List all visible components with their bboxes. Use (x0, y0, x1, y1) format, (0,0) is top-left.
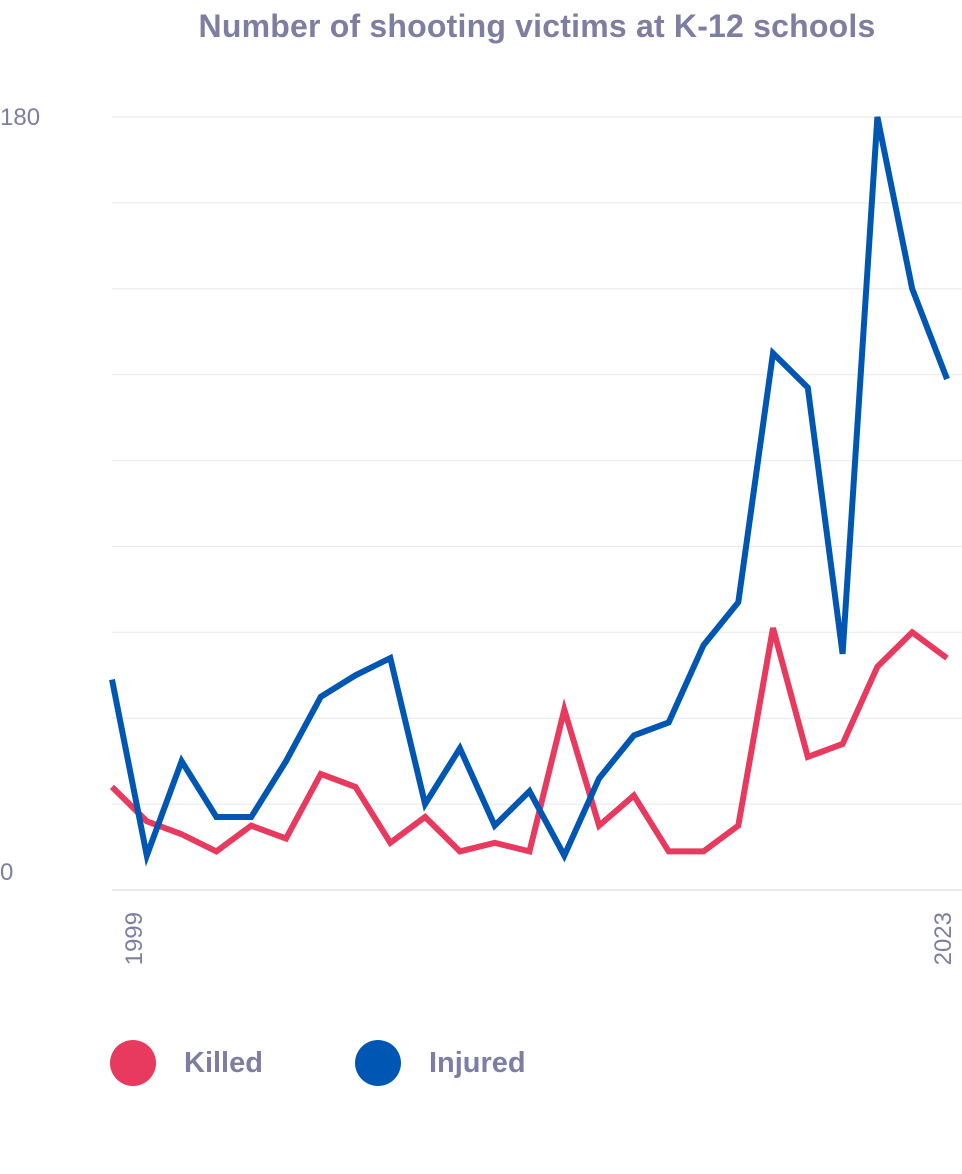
data-point-injured (735, 599, 741, 605)
series-layer (109, 114, 950, 867)
data-point-killed (874, 664, 880, 670)
data-point-killed (527, 848, 533, 854)
y-tick-label: 180 (0, 104, 40, 131)
data-point-killed (213, 848, 219, 854)
data-point-killed (179, 831, 185, 837)
x-tick-label: 2023 (930, 912, 957, 965)
data-point-killed (666, 848, 672, 854)
data-point-injured (909, 286, 915, 292)
data-point-injured (422, 801, 428, 807)
grid-lines (112, 116, 962, 891)
data-point-injured (109, 677, 115, 683)
data-point-injured (283, 758, 289, 764)
data-point-injured (596, 775, 602, 781)
data-point-killed (944, 655, 950, 661)
data-point-injured (700, 642, 706, 648)
data-point-killed (840, 741, 846, 747)
data-point-injured (874, 114, 880, 120)
data-point-killed (422, 814, 428, 820)
data-point-injured (318, 694, 324, 700)
axis-labels: 0 180 1999 2023 (0, 104, 957, 965)
series-line-injured (109, 116, 950, 867)
data-point-killed (596, 823, 602, 829)
data-point-injured (179, 758, 185, 764)
data-point-injured (144, 853, 150, 859)
data-point-killed (909, 629, 915, 635)
data-point-killed (353, 784, 359, 790)
data-point-killed (387, 840, 393, 846)
data-point-injured (666, 720, 672, 726)
legend-swatch-killed (110, 1040, 156, 1086)
data-point-injured (248, 814, 254, 820)
data-point-killed (492, 840, 498, 846)
data-point-killed (457, 848, 463, 854)
line-chart: 0 180 1999 2023 (0, 104, 962, 965)
data-point-killed (318, 771, 324, 777)
y-tick-label: 0 (0, 859, 13, 886)
x-tick-label: 1999 (121, 912, 148, 965)
series-line-killed (109, 627, 949, 856)
legend: Killed Injured (110, 1040, 618, 1086)
data-point-killed (770, 625, 776, 631)
legend-item-injured[interactable]: Injured (354, 1040, 526, 1086)
legend-item-killed[interactable]: Killed (110, 1040, 263, 1086)
data-point-killed (735, 823, 741, 829)
data-point-injured (805, 385, 811, 391)
data-point-killed (283, 835, 289, 841)
data-point-killed (109, 784, 115, 790)
data-point-injured (527, 788, 533, 794)
data-point-injured (631, 732, 637, 738)
data-point-killed (561, 707, 567, 713)
data-point-injured (213, 814, 219, 820)
legend-label-killed: Killed (184, 1046, 263, 1079)
data-point-injured (457, 745, 463, 751)
data-point-injured (561, 853, 567, 859)
data-point-killed (805, 754, 811, 760)
data-point-killed (700, 848, 706, 854)
data-point-killed (248, 823, 254, 829)
chart-title: Number of shooting victims at K-12 schoo… (198, 8, 876, 44)
data-point-injured (770, 350, 776, 356)
data-point-injured (387, 655, 393, 661)
data-point-killed (631, 793, 637, 799)
data-point-injured (353, 672, 359, 678)
data-point-injured (840, 651, 846, 657)
data-point-injured (944, 376, 950, 382)
legend-swatch-injured (354, 1040, 401, 1086)
legend-label-injured: Injured (428, 1046, 526, 1079)
data-point-killed (144, 818, 150, 824)
data-point-injured (492, 823, 498, 829)
